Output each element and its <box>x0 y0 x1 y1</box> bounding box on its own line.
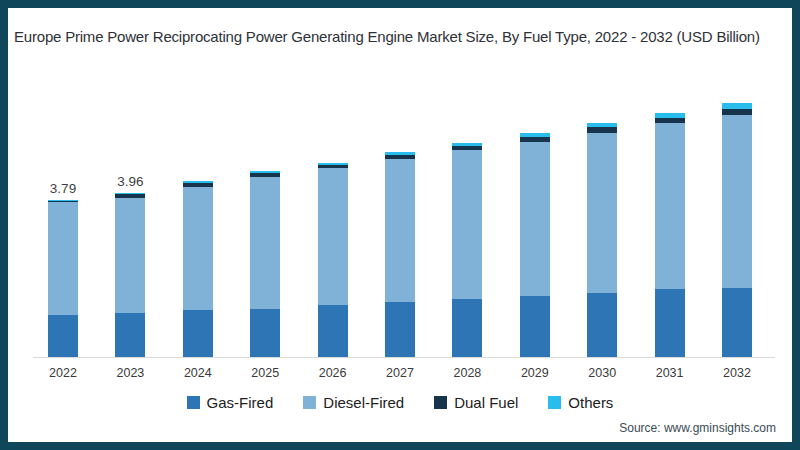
bar-segment-diesel-fired-2032 <box>722 115 752 288</box>
bar-chart: 3.79 2022 3.96 2023 2024 2025 2026 2027 2028 2029… <box>8 8 792 442</box>
legend-swatch-icon <box>187 396 200 409</box>
bar-segment-others-2030 <box>587 123 617 127</box>
bar-segment-diesel-fired-2029 <box>520 142 550 296</box>
bar-segment-diesel-fired-2025 <box>250 177 280 309</box>
bar-segment-others-2029 <box>520 133 550 137</box>
bar-segment-others-2027 <box>385 152 415 155</box>
bar-segment-diesel-fired-2028 <box>452 150 482 299</box>
bar-segment-others-2022 <box>48 200 78 201</box>
bar-segment-others-2023 <box>115 193 145 194</box>
bar-segment-others-2026 <box>318 163 348 165</box>
x-axis-label-2032: 2032 <box>707 366 767 380</box>
bar-segment-dual-fuel-2030 <box>587 127 617 133</box>
bar-segment-gas-fired-2026 <box>318 305 348 357</box>
legend-item-others: Others <box>548 394 613 411</box>
bar-segment-gas-fired-2023 <box>115 313 145 357</box>
bar-segment-others-2024 <box>183 181 213 183</box>
bar-segment-dual-fuel-2031 <box>655 118 685 123</box>
x-axis-label-2031: 2031 <box>640 366 700 380</box>
bar-segment-gas-fired-2024 <box>183 310 213 357</box>
bar-segment-dual-fuel-2025 <box>250 173 280 177</box>
bar-segment-others-2028 <box>452 143 482 146</box>
bar-segment-diesel-fired-2026 <box>318 168 348 305</box>
bar-segment-diesel-fired-2027 <box>385 159 415 302</box>
legend-label: Dual Fuel <box>454 394 518 411</box>
bar-segment-dual-fuel-2024 <box>183 183 213 187</box>
bar-segment-dual-fuel-2026 <box>318 165 348 168</box>
x-axis-label-2024: 2024 <box>168 366 228 380</box>
x-axis-label-2028: 2028 <box>437 366 497 380</box>
chart-frame: Europe Prime Power Reciprocating Power G… <box>0 0 800 450</box>
x-axis-baseline <box>33 357 775 358</box>
bar-segment-others-2031 <box>655 113 685 118</box>
bar-segment-dual-fuel-2032 <box>722 109 752 115</box>
bar-segment-dual-fuel-2027 <box>385 155 415 159</box>
bar-segment-diesel-fired-2023 <box>115 198 145 314</box>
bar-segment-others-2025 <box>250 171 280 173</box>
legend: Gas-Fired Diesel-Fired Dual Fuel Others <box>8 394 792 411</box>
bar-segment-others-2032 <box>722 103 752 109</box>
legend-swatch-icon <box>548 396 561 409</box>
bar-segment-dual-fuel-2022 <box>48 201 78 202</box>
bar-segment-dual-fuel-2029 <box>520 137 550 142</box>
x-axis-label-2027: 2027 <box>370 366 430 380</box>
source-note: Source: www.gminsights.com <box>619 421 776 435</box>
x-axis-label-2022: 2022 <box>33 366 93 380</box>
bar-segment-diesel-fired-2031 <box>655 123 685 289</box>
legend-swatch-icon <box>303 396 316 409</box>
bar-segment-dual-fuel-2028 <box>452 146 482 150</box>
bar-segment-diesel-fired-2024 <box>183 187 213 310</box>
bar-segment-gas-fired-2029 <box>520 296 550 357</box>
bar-segment-diesel-fired-2022 <box>48 202 78 315</box>
legend-swatch-icon <box>434 396 447 409</box>
x-axis-label-2025: 2025 <box>235 366 295 380</box>
legend-label: Gas-Fired <box>207 394 274 411</box>
value-label-2022: 3.79 <box>33 181 93 196</box>
legend-item-diesel-fired: Diesel-Fired <box>303 394 404 411</box>
bar-segment-gas-fired-2030 <box>587 293 617 357</box>
x-axis-label-2029: 2029 <box>505 366 565 380</box>
bar-segment-gas-fired-2025 <box>250 309 280 357</box>
x-axis-label-2030: 2030 <box>572 366 632 380</box>
bar-segment-gas-fired-2022 <box>48 315 78 357</box>
bar-segment-dual-fuel-2023 <box>115 194 145 197</box>
bar-segment-gas-fired-2032 <box>722 288 752 357</box>
legend-label: Diesel-Fired <box>323 394 404 411</box>
legend-item-dual-fuel: Dual Fuel <box>434 394 518 411</box>
bar-segment-diesel-fired-2030 <box>587 133 617 293</box>
value-label-2023: 3.96 <box>100 174 160 189</box>
x-axis-label-2026: 2026 <box>303 366 363 380</box>
bar-segment-gas-fired-2031 <box>655 289 685 357</box>
bar-segment-gas-fired-2027 <box>385 302 415 357</box>
x-axis-label-2023: 2023 <box>100 366 160 380</box>
legend-item-gas-fired: Gas-Fired <box>187 394 274 411</box>
bar-segment-gas-fired-2028 <box>452 299 482 357</box>
legend-label: Others <box>568 394 613 411</box>
